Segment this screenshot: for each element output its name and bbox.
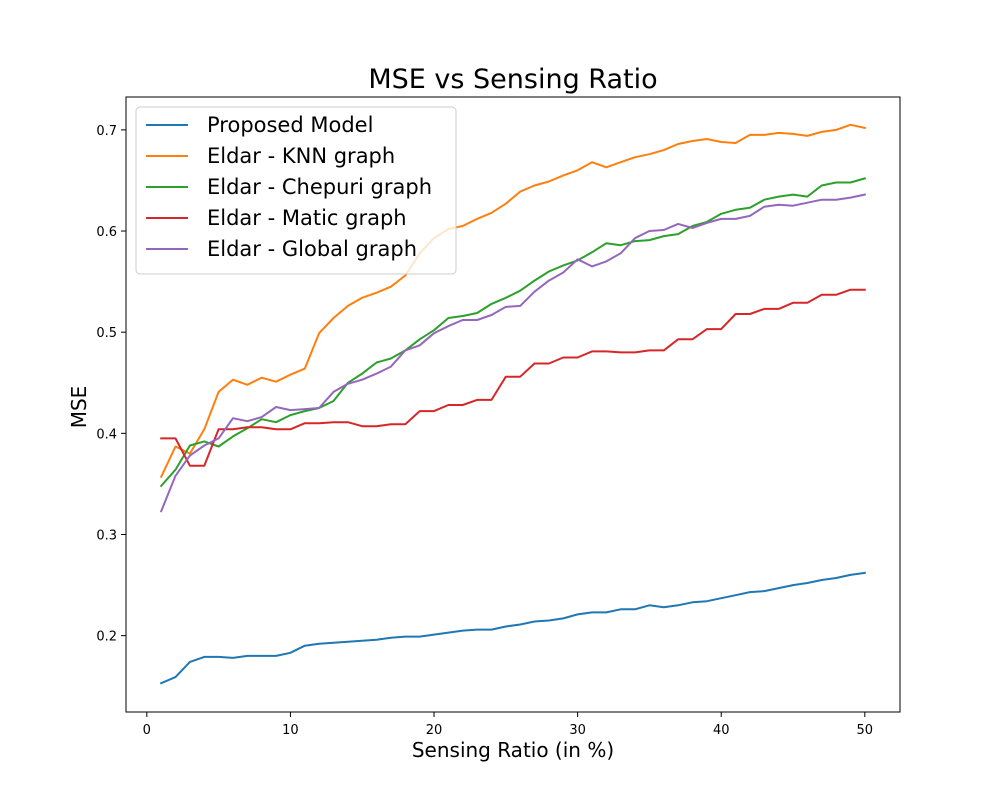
y-tick-label: 0.7 [96, 124, 117, 139]
plot-frame [125, 96, 901, 713]
series-layer [159, 123, 867, 685]
series-line-2 [159, 177, 867, 488]
y-tick-label: 0.4 [96, 427, 117, 442]
x-tick-label: 10 [282, 723, 299, 738]
y-axis: 0.2 0.3 0.4 0.5 0.6 0.7 [96, 124, 126, 645]
series-line-0 [159, 571, 866, 685]
series-line-1 [159, 123, 866, 479]
chart-title: MSE vs Sensing Ratio [368, 64, 657, 95]
legend: Proposed Model Eldar - KNN graph Eldar - C… [135, 106, 457, 275]
legend-label-0: Proposed Model [207, 113, 373, 137]
x-tick-label: 20 [426, 723, 443, 738]
x-axis-title: Sensing Ratio (in %) [412, 738, 614, 762]
legend-label-2: Eldar - Chepuri graph [207, 175, 432, 199]
y-tick-label: 0.5 [96, 326, 117, 341]
x-tick-label: 0 [143, 723, 151, 738]
y-tick-label: 0.3 [96, 528, 117, 543]
series-line-4 [159, 193, 866, 513]
legend-label-1: Eldar - KNN graph [207, 144, 395, 168]
legend-box [135, 106, 457, 275]
x-tick-label: 40 [713, 723, 730, 738]
x-tick-label: 50 [857, 723, 874, 738]
y-tick-label: 0.6 [96, 225, 117, 240]
x-tick-label: 30 [569, 723, 586, 738]
legend-label-4: Eldar - Global graph [207, 237, 417, 261]
y-axis-title: MSE [67, 386, 91, 429]
series-line-3 [160, 288, 866, 467]
x-axis: 0 10 20 30 40 50 [143, 712, 873, 738]
legend-label-3: Eldar - Matic graph [207, 206, 407, 230]
y-tick-label: 0.2 [96, 630, 117, 645]
